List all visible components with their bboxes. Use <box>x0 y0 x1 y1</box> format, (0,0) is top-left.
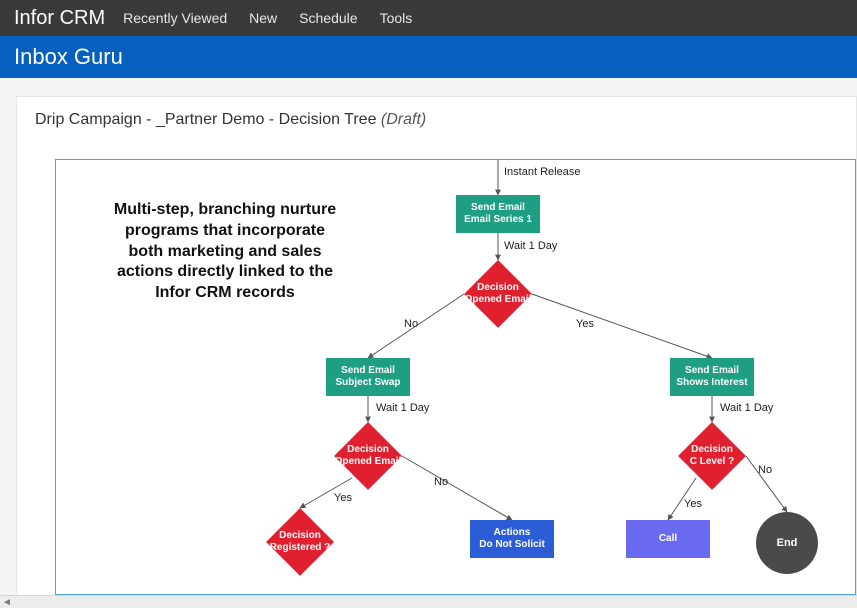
module-header: Inbox Guru <box>0 36 857 78</box>
scroll-left-arrow-icon[interactable]: ◄ <box>0 596 14 608</box>
flow-edge <box>402 456 512 520</box>
flow-edge <box>532 294 712 358</box>
node-label: DecisionC Level ? <box>678 422 746 490</box>
node-subtitle: Shows Interest <box>676 377 747 390</box>
page-body: Drip Campaign - _Partner Demo - Decision… <box>0 78 857 596</box>
node-title: Send Email <box>471 202 525 215</box>
menu-new[interactable]: New <box>249 10 277 26</box>
edge-label: Wait 1 Day <box>504 240 557 252</box>
flowchart-canvas[interactable]: Multi-step, branching nurture programs t… <box>55 159 856 595</box>
module-title: Inbox Guru <box>14 44 123 70</box>
menu-recently-viewed[interactable]: Recently Viewed <box>123 10 227 26</box>
node-label: DecisionOpened Email <box>334 422 402 490</box>
edge-label: Yes <box>576 318 594 330</box>
page-title-main: Drip Campaign - _Partner Demo - Decision… <box>35 111 381 128</box>
node-title: Send Email <box>685 365 739 378</box>
flow-node-n8[interactable]: ActionsDo Not Solicit <box>470 520 554 558</box>
node-title: Send Email <box>341 365 395 378</box>
flow-node-n10[interactable]: End <box>756 512 818 574</box>
flow-node-n4[interactable]: Send EmailShows Interest <box>670 358 754 396</box>
top-menubar: Infor CRM Recently Viewed New Schedule T… <box>0 0 857 36</box>
flow-node-n5[interactable]: DecisionOpened Email <box>334 422 402 490</box>
flow-node-n9[interactable]: Call <box>626 520 710 558</box>
node-label: DecisionRegistered ? <box>266 508 334 576</box>
edge-label: Yes <box>334 492 352 504</box>
menu-tools[interactable]: Tools <box>380 10 413 26</box>
node-subtitle: Subject Swap <box>335 377 400 390</box>
flow-node-n1[interactable]: Send EmailEmail Series 1 <box>456 195 540 233</box>
flow-node-n3[interactable]: Send EmailSubject Swap <box>326 358 410 396</box>
node-subtitle: Do Not Solicit <box>479 539 545 552</box>
horizontal-scrollbar[interactable]: ◄ <box>0 595 857 608</box>
node-subtitle: Email Series 1 <box>464 214 532 227</box>
edge-label: No <box>404 318 418 330</box>
edge-label: Instant Release <box>504 166 580 178</box>
edge-label: Wait 1 Day <box>720 402 773 414</box>
page-title-status: (Draft) <box>381 111 426 128</box>
edge-label: No <box>434 476 448 488</box>
edge-label: Wait 1 Day <box>376 402 429 414</box>
flow-node-n7[interactable]: DecisionRegistered ? <box>266 508 334 576</box>
page-title: Drip Campaign - _Partner Demo - Decision… <box>35 111 838 129</box>
flow-node-n6[interactable]: DecisionC Level ? <box>678 422 746 490</box>
node-title: Actions <box>494 527 531 540</box>
content-panel: Drip Campaign - _Partner Demo - Decision… <box>16 96 857 596</box>
flow-node-n2[interactable]: DecisionOpened Email <box>464 260 532 328</box>
app-brand: Infor CRM <box>14 7 105 30</box>
edge-label: Yes <box>684 498 702 510</box>
node-label: DecisionOpened Email <box>464 260 532 328</box>
edge-label: No <box>758 464 772 476</box>
node-title: Call <box>659 533 677 546</box>
menu-schedule[interactable]: Schedule <box>299 10 357 26</box>
